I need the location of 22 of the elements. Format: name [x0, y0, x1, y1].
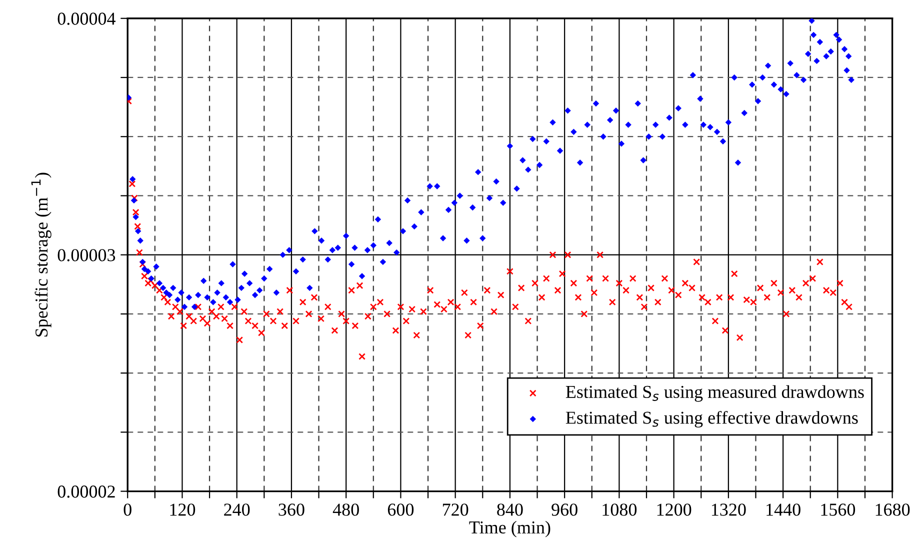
x-tick-label: 1200 — [657, 504, 692, 516]
x-tick-label: 120 — [170, 504, 196, 516]
x-tick-label: 1440 — [766, 504, 800, 516]
y-axis-title: Specific storage (m$^{−1}$) — [31, 172, 52, 336]
x-tick-label: 1080 — [602, 504, 637, 516]
y-tick-label: 0.00002 — [58, 486, 115, 498]
y-tick-label: 0.00004 — [58, 12, 116, 25]
x-tick-label: 840 — [497, 504, 523, 516]
x-tick-label: 600 — [388, 504, 414, 516]
x-tick-label: 720 — [442, 504, 468, 516]
legend-label: Estimated S$_{s}$ using measured drawdowns — [566, 385, 864, 402]
x-tick-label: 480 — [332, 504, 359, 516]
x-tick-label: 1320 — [712, 504, 746, 516]
legend-label: Estimated S$_{s}$ using effective drawdowns — [566, 410, 858, 428]
x-tick-label: 1680 — [876, 504, 910, 516]
y-tick-label: 0.00003 — [58, 249, 116, 262]
x-tick-label: 960 — [552, 504, 578, 516]
x-tick-label: 1560 — [821, 504, 856, 516]
x-tick-label: 240 — [224, 504, 250, 516]
x-tick-label: 360 — [278, 504, 304, 516]
x-axis-title: Time (min) — [469, 520, 550, 538]
x-tick-label: 0 — [124, 504, 132, 516]
